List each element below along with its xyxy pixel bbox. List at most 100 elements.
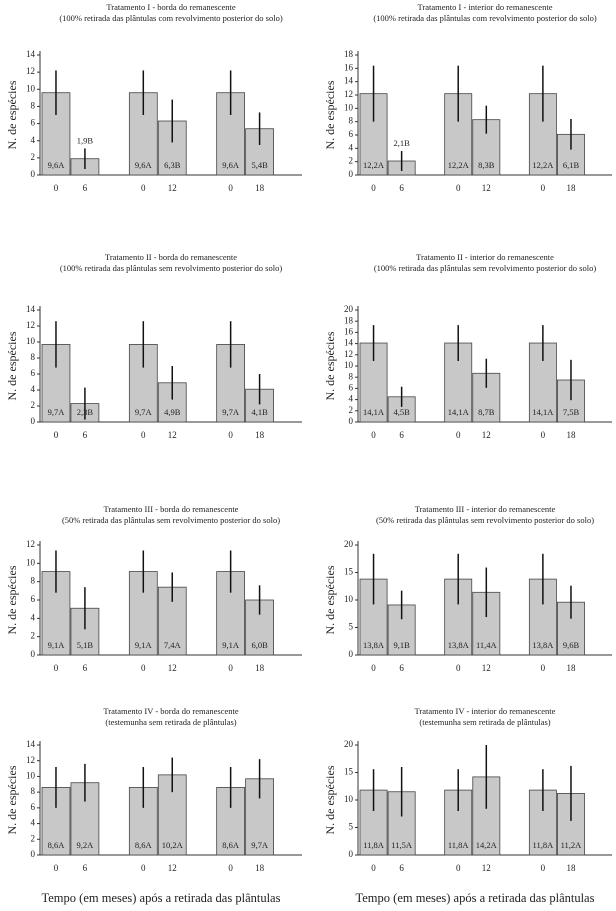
x-tick-label: 6 (399, 863, 404, 873)
x-tick-label: 0 (141, 430, 146, 440)
chart-title: Tratamento I - borda do remanescente (106, 2, 235, 12)
x-tick-label: 6 (399, 183, 404, 193)
x-tick-label: 0 (456, 663, 461, 673)
y-tick-label: 20 (344, 539, 354, 549)
y-axis-label: N. de espécies (5, 331, 19, 400)
y-tick-label: 6 (349, 129, 354, 139)
x-tick-label: 0 (371, 663, 376, 673)
value-label: 9,7A (135, 407, 153, 417)
x-tick-label: 0 (456, 863, 461, 873)
value-label: 2,3B (77, 407, 94, 417)
y-tick-label: 4 (349, 394, 354, 404)
value-label: 2,1B (393, 138, 410, 148)
value-label: 9,1A (48, 640, 66, 650)
y-tick-label: 4 (349, 142, 354, 152)
y-tick-label: 8 (31, 100, 36, 110)
y-tick-label: 12 (344, 89, 353, 99)
y-axis-label: N. de espécies (5, 80, 19, 149)
y-tick-label: 2 (31, 631, 36, 641)
value-label: 13,8A (448, 640, 470, 650)
value-label: 14,2A (476, 840, 498, 850)
y-tick-label: 2 (349, 405, 354, 415)
y-tick-label: 12 (344, 349, 353, 359)
y-tick-label: 14 (26, 304, 36, 314)
y-tick-label: 6 (31, 368, 36, 378)
chart-subtitle: (50% retirada das plântulas sem revolvim… (376, 515, 594, 525)
y-tick-label: 4 (31, 384, 36, 394)
x-tick-label: 18 (566, 183, 576, 193)
x-axis-label: Tempo (em meses) após a retirada das plâ… (356, 891, 595, 905)
x-tick-label: 0 (541, 183, 546, 193)
y-tick-label: 2 (349, 156, 354, 166)
value-label: 7,4A (164, 640, 182, 650)
value-label: 12,2A (363, 160, 385, 170)
x-tick-label: 6 (83, 430, 88, 440)
value-label: 9,7A (222, 407, 240, 417)
y-tick-label: 10 (344, 102, 354, 112)
chart-subtitle: (100% retirada das plântulas com revolvi… (59, 13, 282, 23)
y-tick-label: 18 (344, 49, 354, 59)
y-tick-label: 12 (26, 66, 35, 76)
x-tick-label: 12 (168, 430, 177, 440)
x-tick-label: 0 (228, 430, 233, 440)
chart-subtitle: (testemunha sem retirada de plântulas) (105, 717, 236, 727)
x-tick-label: 0 (141, 663, 146, 673)
y-tick-label: 4 (31, 135, 36, 145)
y-tick-label: 12 (26, 755, 35, 765)
value-label: 12,2A (448, 160, 470, 170)
y-tick-label: 14 (344, 338, 354, 348)
y-tick-label: 0 (349, 649, 354, 659)
y-tick-label: 4 (31, 612, 36, 622)
y-tick-label: 6 (31, 118, 36, 128)
y-axis-label: N. de espécies (5, 565, 19, 634)
y-tick-label: 10 (344, 360, 354, 370)
y-axis-label: N. de espécies (323, 765, 337, 834)
y-axis-label: N. de espécies (323, 565, 337, 634)
y-tick-label: 0 (349, 849, 354, 859)
y-tick-label: 16 (344, 326, 354, 336)
value-label: 6,0B (251, 640, 268, 650)
value-label: 8,6A (222, 840, 240, 850)
chart-title: Tratamento I - interior do remanescente (418, 2, 553, 12)
value-label: 4,1B (251, 407, 268, 417)
y-axis-label: N. de espécies (323, 80, 337, 149)
value-label: 9,1B (393, 640, 410, 650)
x-tick-label: 0 (541, 430, 546, 440)
x-tick-label: 0 (456, 183, 461, 193)
value-label: 9,6B (563, 640, 580, 650)
x-tick-label: 12 (168, 663, 177, 673)
x-tick-label: 6 (83, 663, 88, 673)
y-tick-label: 12 (26, 539, 35, 549)
y-tick-label: 2 (31, 400, 36, 410)
y-axis-label: N. de espécies (323, 331, 337, 400)
value-label: 9,7A (251, 840, 269, 850)
value-label: 9,6A (135, 160, 153, 170)
y-tick-label: 2 (31, 833, 36, 843)
y-tick-label: 12 (26, 320, 35, 330)
y-tick-label: 8 (31, 786, 36, 796)
x-tick-label: 18 (255, 663, 265, 673)
y-tick-label: 15 (344, 567, 354, 577)
x-tick-label: 0 (54, 183, 59, 193)
y-tick-label: 6 (31, 594, 36, 604)
value-label: 12,2A (532, 160, 554, 170)
y-tick-label: 14 (26, 739, 36, 749)
y-tick-label: 10 (26, 557, 36, 567)
chart-title: Tratamento IV - borda do remanescente (103, 706, 238, 716)
value-label: 9,6A (48, 160, 66, 170)
x-tick-label: 0 (541, 863, 546, 873)
x-tick-label: 0 (541, 663, 546, 673)
y-tick-label: 0 (31, 416, 36, 426)
y-tick-label: 0 (349, 169, 354, 179)
value-label: 8,6A (135, 840, 153, 850)
y-tick-label: 8 (31, 576, 36, 586)
value-label: 11,5A (391, 840, 413, 850)
chart-title: Tratamento II - interior do remanescente (416, 252, 554, 262)
x-tick-label: 18 (566, 663, 576, 673)
value-label: 13,8A (532, 640, 554, 650)
value-label: 1,9B (77, 135, 94, 145)
y-tick-label: 5 (349, 622, 354, 632)
x-tick-label: 0 (228, 183, 233, 193)
value-label: 9,6A (222, 160, 240, 170)
